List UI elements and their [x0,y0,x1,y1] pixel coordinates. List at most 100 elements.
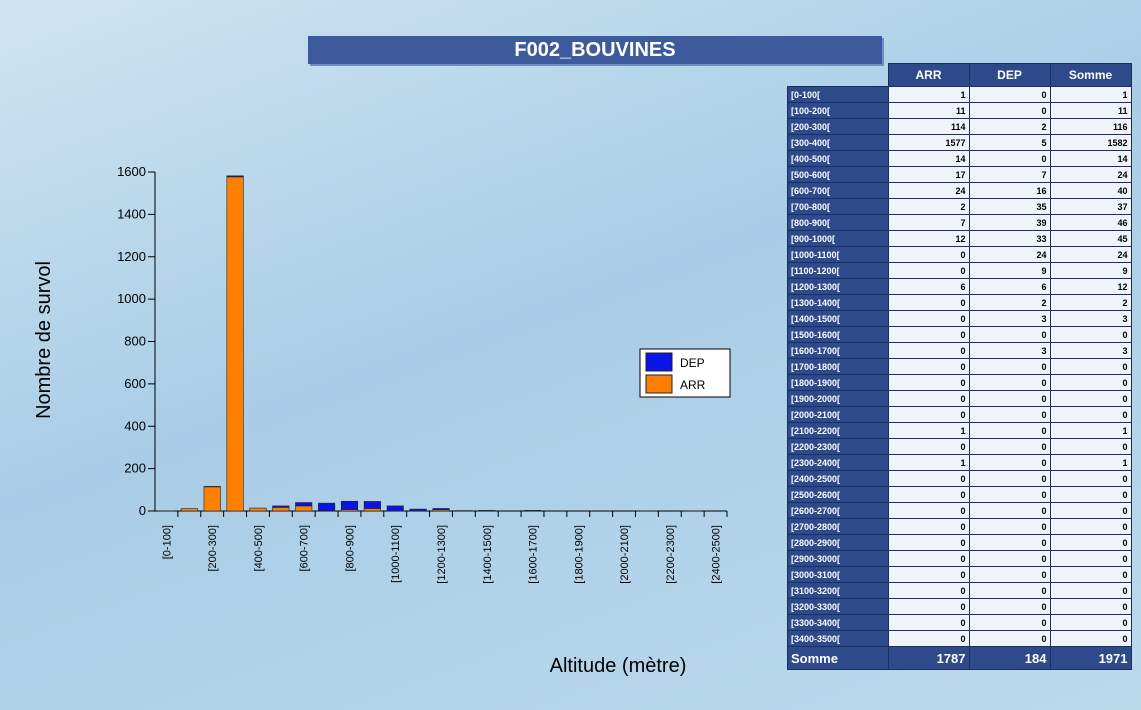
cell: 11 [1050,103,1131,119]
cell: 0 [1050,471,1131,487]
cell: 46 [1050,215,1131,231]
cell: 45 [1050,231,1131,247]
cell: 14 [888,151,969,167]
column-header: Somme [1050,64,1131,87]
legend-label: DEP [680,356,705,370]
cell: 0 [888,583,969,599]
bar [250,508,266,511]
header-row: ARRDEPSomme [788,64,1132,87]
row-label: [1000-1100[ [788,247,889,263]
cell: 0 [888,471,969,487]
row-label: [500-600[ [788,167,889,183]
table-row: [600-700[241640 [788,183,1132,199]
x-tick-label: [0-100] [161,525,173,559]
cell: 3 [969,343,1050,359]
cell: 0 [969,439,1050,455]
cell: 0 [969,391,1050,407]
table-row: [3000-3100[000 [788,567,1132,583]
row-label: [1400-1500[ [788,311,889,327]
cell: 0 [1050,359,1131,375]
cell: 0 [1050,519,1131,535]
row-label: [1100-1200[ [788,263,889,279]
cell: 0 [888,391,969,407]
cell: 7 [888,215,969,231]
bar [204,487,220,511]
cell: 37 [1050,199,1131,215]
cell: 0 [969,567,1050,583]
y-tick-label: 0 [139,503,146,518]
cell: 0 [1050,599,1131,615]
cell: 1 [888,455,969,471]
cell: 0 [1050,535,1131,551]
cell: 39 [969,215,1050,231]
cell: 1 [888,87,969,103]
cell: 0 [969,471,1050,487]
bar [341,501,357,509]
bar [227,176,243,177]
total-label: Somme [788,647,889,670]
cell: 1577 [888,135,969,151]
row-label: [1800-1900[ [788,375,889,391]
bar [295,506,311,511]
y-tick-label: 800 [124,334,146,349]
cell: 0 [1050,439,1131,455]
row-label: [2900-3000[ [788,551,889,567]
column-header: DEP [969,64,1050,87]
cell: 3 [1050,343,1131,359]
cell: 0 [1050,567,1131,583]
bar [227,177,243,511]
cell: 24 [969,247,1050,263]
cell: 0 [888,631,969,647]
row-label: [3100-3200[ [788,583,889,599]
total-cell: 1787 [888,647,969,670]
table-row: [1200-1300[6612 [788,279,1132,295]
cell: 1 [888,423,969,439]
bar [273,506,289,507]
cell: 116 [1050,119,1131,135]
page: F002_BOUVINES Nombre de survol Altitude … [0,0,1141,710]
x-tick-label: [200-300] [207,525,219,571]
row-label: [1600-1700[ [788,343,889,359]
cell: 0 [969,599,1050,615]
table-row: [2900-3000[000 [788,551,1132,567]
row-label: [3300-3400[ [788,615,889,631]
row-label: [3000-3100[ [788,567,889,583]
cell: 17 [888,167,969,183]
row-label: [200-300[ [788,119,889,135]
table-row: [2700-2800[000 [788,519,1132,535]
total-cell: 1971 [1050,647,1131,670]
x-tick-label: [1000-1100] [390,525,402,583]
y-tick-label: 200 [124,461,146,476]
row-label: [2100-2200[ [788,423,889,439]
column-header: ARR [888,64,969,87]
cell: 6 [888,279,969,295]
cell: 0 [888,615,969,631]
cell: 0 [969,519,1050,535]
table-row: [1900-2000[000 [788,391,1132,407]
bar [295,503,311,506]
y-tick-label: 1600 [117,164,146,179]
cell: 0 [888,567,969,583]
x-tick-label: [2000-2100] [619,525,631,584]
row-label: [1300-1400[ [788,295,889,311]
row-label: [2400-2500[ [788,471,889,487]
row-label: [1500-1600[ [788,327,889,343]
legend-label: ARR [680,378,706,392]
row-label: [2800-2900[ [788,535,889,551]
cell: 14 [1050,151,1131,167]
table-row: [900-1000[123345 [788,231,1132,247]
x-tick-label: [1400-1500] [482,525,494,584]
cell: 7 [969,167,1050,183]
cell: 0 [969,551,1050,567]
legend-swatch [646,353,672,371]
bar [364,508,380,511]
bar [318,503,334,510]
